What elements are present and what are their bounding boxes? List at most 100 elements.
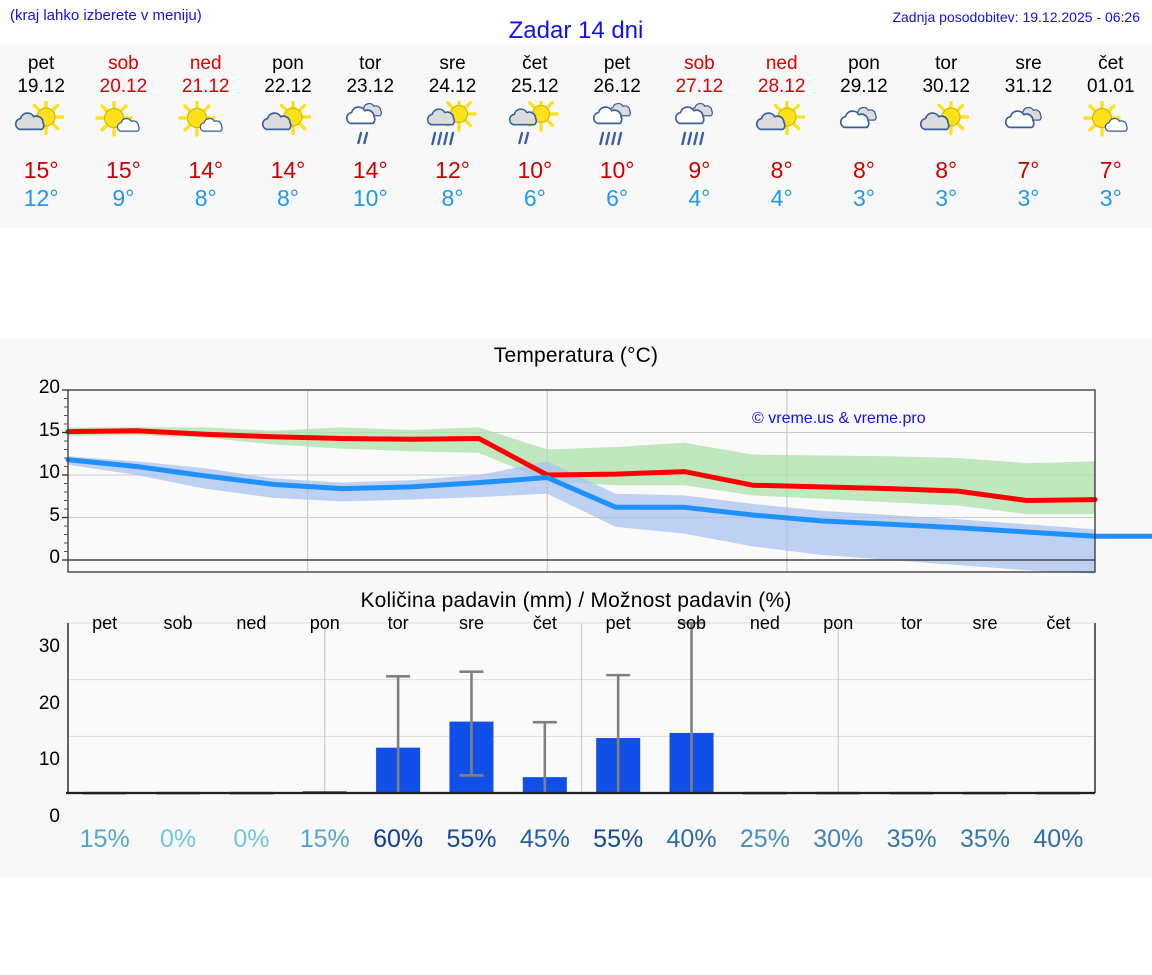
precipitation-probability: 40% <box>666 825 717 853</box>
precipitation-day-label: sob <box>163 613 193 633</box>
precipitation-probability: 15% <box>79 825 130 853</box>
temperature-chart <box>0 368 1152 583</box>
temperature-max: 8° <box>935 157 958 183</box>
page-title: Zadar 14 dni <box>508 17 644 44</box>
temperature-min: 8° <box>441 185 464 211</box>
temperature-max: 14° <box>188 157 224 183</box>
temperature-max: 10° <box>599 157 635 183</box>
day-column[interactable]: tor 23.12 14° 10° <box>329 46 411 228</box>
day-column[interactable]: pon 22.12 14° 8° <box>247 46 329 228</box>
day-name: čet <box>522 53 548 74</box>
precipitation-probability-row: 15% 0% 0% 15% 60% 55% 45% 55% 40% 25% 30% 35% 35% 40% <box>68 825 1095 854</box>
spacer <box>0 228 1152 338</box>
day-column[interactable]: ned 28.12 8° 4° <box>741 46 823 228</box>
temperature-chart-panel: Temperatura (°C) © vreme.us & vreme.pro … <box>0 338 1152 583</box>
precipitation-probability: 0% <box>233 825 270 853</box>
day-column[interactable]: čet 01.01 7° 3° <box>1070 46 1152 228</box>
precipitation-probability: 30% <box>813 825 864 853</box>
temperature-max: 12° <box>435 157 470 183</box>
precipitation-day-label: sre <box>972 613 998 633</box>
day-name: pet <box>603 53 631 74</box>
temperature-max: 8° <box>770 157 793 183</box>
precipitation-y-tick: 0 <box>49 806 60 827</box>
day-date: 28.12 <box>757 76 806 97</box>
day-name: ned <box>189 53 222 74</box>
precipitation-day-label: tor <box>387 613 409 633</box>
day-date: 23.12 <box>346 76 395 97</box>
precipitation-probability: 35% <box>886 825 937 853</box>
precipitation-probability: 0% <box>159 825 197 853</box>
day-column[interactable]: pon 29.12 8° 3° <box>823 46 905 228</box>
precipitation-day-label: ned <box>236 613 267 633</box>
temperature-max: 15° <box>23 157 59 183</box>
precipitation-chart <box>0 613 1152 817</box>
temperature-max: 15° <box>106 157 141 183</box>
temperature-min: 4° <box>770 185 793 211</box>
sun-cloud-light-rain-icon <box>504 100 566 154</box>
precipitation-day-label: tor <box>901 613 923 633</box>
temperature-max: 8° <box>852 157 875 183</box>
temperature-min: 8° <box>194 185 217 211</box>
day-column[interactable]: tor 30.12 8° 3° <box>905 46 987 228</box>
day-column[interactable]: ned 21.12 14° 8° <box>165 46 247 228</box>
temperature-min: 8° <box>276 185 299 211</box>
day-column[interactable]: sob 27.12 9° 4° <box>658 46 740 228</box>
precipitation-day-label: čet <box>1046 613 1071 633</box>
temperature-min: 3° <box>1099 185 1122 211</box>
day-column[interactable]: pet 19.12 15° 12° <box>0 46 82 228</box>
day-column[interactable]: sre 24.12 12° 8° <box>411 46 493 228</box>
precipitation-y-tick: 30 <box>38 636 60 657</box>
temperature-y-tick: 10 <box>38 462 60 483</box>
precipitation-day-label: pon <box>309 613 340 633</box>
sun-behind-cloud-icon <box>751 100 813 154</box>
precipitation-day-label: pon <box>823 613 854 633</box>
day-date: 22.12 <box>264 76 312 97</box>
day-name: sob <box>684 53 715 74</box>
day-column[interactable]: pet 26.12 10° 6° <box>576 46 658 228</box>
day-name: tor <box>359 53 382 74</box>
day-date: 25.12 <box>511 76 559 97</box>
temperature-y-tick: 5 <box>49 504 60 526</box>
copyright-label: © vreme.us & vreme.pro <box>752 410 926 428</box>
day-date: 26.12 <box>593 76 641 97</box>
day-column[interactable]: sob 20.12 15° 9° <box>82 46 164 228</box>
day-name: sob <box>108 53 139 74</box>
temperature-min: 12° <box>23 185 59 211</box>
location-menu-note[interactable]: (kraj lahko izberete v meniju) <box>10 7 202 24</box>
temperature-y-tick: 15 <box>38 419 60 441</box>
sun-small-cloud-icon <box>92 100 154 154</box>
cloud-icon <box>998 100 1060 154</box>
temperature-min: 6° <box>523 185 546 211</box>
day-date: 19.12 <box>17 76 65 97</box>
day-name: pet <box>27 53 55 74</box>
cloud-rain-icon <box>586 100 648 154</box>
last-update-text: Zadnja posodobitev: 19.12.2025 - 06:26 <box>892 9 1140 25</box>
temperature-chart-title: Temperatura (°C) <box>493 344 659 367</box>
temperature-max: 7° <box>1099 157 1122 183</box>
cloud-rain-icon <box>668 100 730 154</box>
precipitation-day-label: pet <box>92 613 118 633</box>
precipitation-day-label: čet <box>532 613 557 633</box>
day-name: čet <box>1098 53 1124 74</box>
precipitation-day-label: sre <box>458 613 484 633</box>
day-date: 30.12 <box>922 76 970 97</box>
sun-behind-cloud-icon <box>915 100 977 154</box>
temperature-y-tick: 20 <box>38 377 60 398</box>
precipitation-probability: 25% <box>739 825 790 853</box>
day-column[interactable]: sre 31.12 7° 3° <box>987 46 1069 228</box>
precipitation-plot <box>66 621 1096 795</box>
day-date: 24.12 <box>428 76 477 97</box>
day-name: sre <box>1015 53 1042 74</box>
day-date: 21.12 <box>181 76 230 97</box>
temperature-y-tick: 0 <box>49 547 60 568</box>
day-date: 31.12 <box>1004 76 1053 97</box>
temperature-max: 7° <box>1017 157 1040 183</box>
precipitation-chart-title: Količina padavin (mm) / Možnost padavin … <box>360 589 792 612</box>
day-date: 01.01 <box>1087 76 1135 97</box>
sun-small-cloud-icon <box>175 100 237 154</box>
temperature-min: 10° <box>352 185 388 211</box>
precipitation-probability: 60% <box>373 825 424 853</box>
day-column[interactable]: čet 25.12 10° 6° <box>494 46 576 228</box>
precipitation-probability: 45% <box>519 825 570 853</box>
sun-cloud-rain-icon <box>422 100 484 154</box>
